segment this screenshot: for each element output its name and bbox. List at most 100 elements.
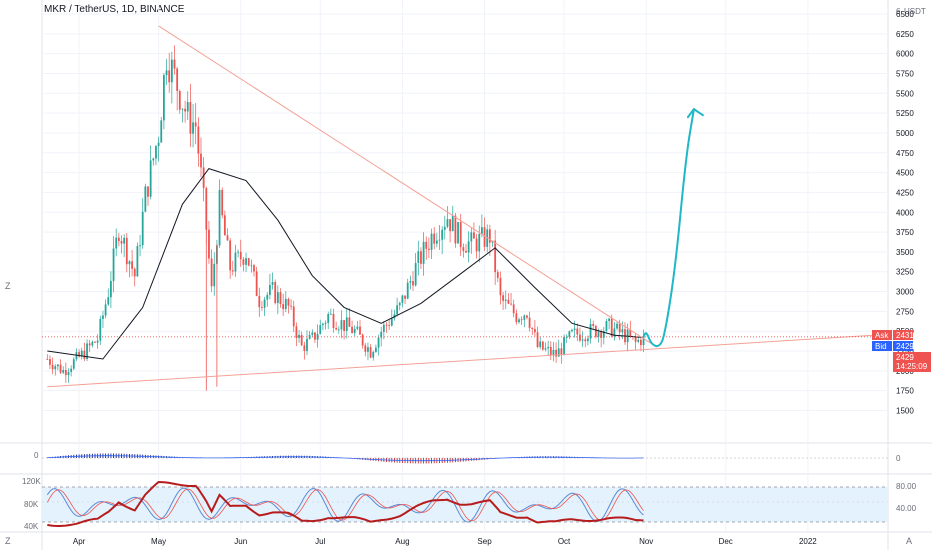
time-label: Nov [639,537,653,546]
volume-line [47,480,644,527]
scale-mode-button[interactable]: Z [5,281,11,291]
candle [375,344,377,353]
upper-trendline[interactable] [158,25,658,348]
candle [576,323,579,342]
pane3-left-label-1: 80K [24,500,39,509]
candle [600,329,603,348]
price-label: 4500 [896,169,914,178]
candle [372,350,375,361]
candle [478,225,481,263]
candle [308,330,311,340]
candle [104,299,107,319]
candle [173,45,176,75]
candle [640,337,642,352]
candle [144,183,147,213]
candle [351,320,353,334]
candle [117,232,120,247]
candle [587,335,589,346]
candle [412,271,414,291]
candle [642,329,645,353]
candle [300,331,303,347]
svg-text:14:25:09: 14:25:09 [896,362,928,371]
candle [239,239,242,267]
candle [594,324,597,339]
candle [634,333,637,350]
pane3-right-label-0: 80.00 [896,482,917,491]
candle [536,326,539,349]
candle [398,301,401,311]
pane2-axis-label: 0 [896,454,901,463]
candle [295,322,298,347]
candle [337,326,340,334]
candle [242,256,245,272]
lower-trendline[interactable] [47,333,888,388]
candle [443,215,446,240]
moving-average-line [47,168,644,360]
candle [520,316,523,326]
candle [332,308,335,333]
candle [255,266,258,297]
candle [449,218,451,243]
candle [507,293,510,305]
candle [276,285,279,315]
pane3-left-label-2: 40K [24,522,39,531]
candle [149,145,152,200]
candle [186,91,189,121]
candle [213,252,216,296]
candle [504,290,507,310]
oscillator-pane[interactable] [42,453,888,464]
candle [128,260,131,278]
candle [208,221,210,264]
candle [433,227,436,250]
candle [446,206,449,229]
time-label: Aug [395,537,409,546]
svg-text:2429: 2429 [896,342,914,351]
candle [353,325,356,336]
candle [250,259,253,273]
candle [184,100,186,123]
candle [197,117,200,167]
candle [311,329,314,338]
candle [518,317,520,324]
candle [51,357,54,375]
candle [552,342,555,362]
candle [192,104,194,148]
price-label: 5500 [896,89,914,98]
candle [319,319,322,335]
candle [218,179,221,248]
candle [139,234,141,257]
candle [57,363,59,371]
ask-tag: Ask 2431 [872,330,914,340]
price-label: 2750 [896,307,914,316]
candle [274,279,277,305]
price-label: 3000 [896,288,914,297]
time-axis[interactable]: Apr May Jun Jul Aug Sep Oct Nov Dec 2022 [73,537,817,546]
candle [96,334,99,349]
projection-arrowhead[interactable] [686,107,704,119]
candle [454,212,457,248]
candle [120,235,123,254]
price-label: 5250 [896,109,914,118]
candle [613,322,616,341]
candle [425,236,428,260]
candle [343,320,345,340]
price-label: 1500 [896,407,914,416]
price-label: 2250 [896,347,914,356]
price-axis-labels[interactable]: 6500 6250 6000 5750 5500 5250 5000 4750 4500 4250… [896,10,914,416]
candle [531,327,534,336]
candle [414,253,417,287]
candle [571,328,573,333]
candle [422,232,425,276]
candle [316,324,319,348]
candle [340,310,343,339]
candle [223,210,226,236]
svg-text:Bid: Bid [875,342,887,351]
candle [115,228,118,257]
projection-drawing[interactable] [642,108,695,348]
candle [605,318,608,333]
candle [526,314,528,320]
auto-scale-button[interactable]: A [906,536,912,546]
timezone-button[interactable]: Z [5,536,11,546]
candle [306,330,308,356]
